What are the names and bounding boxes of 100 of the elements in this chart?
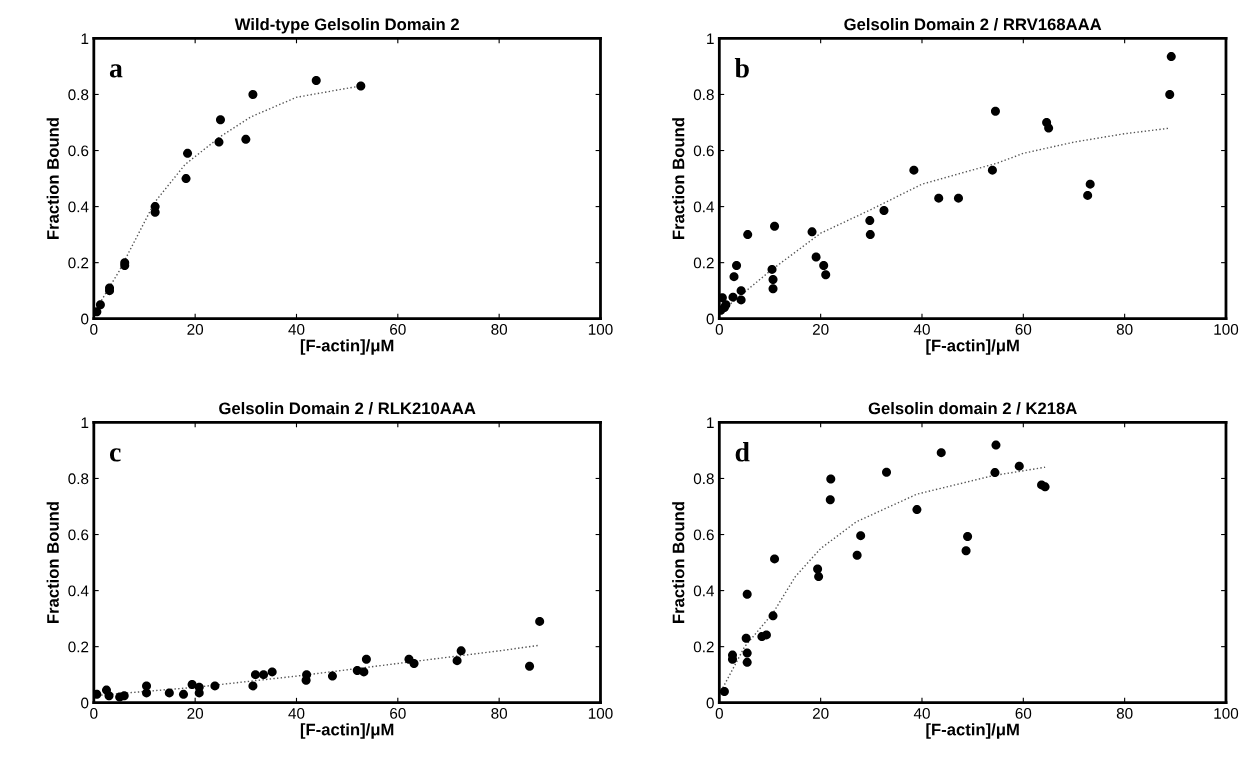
x-tick-label: 100 [1214,323,1239,335]
point [953,193,963,203]
x-tick-label: 100 [1214,707,1239,719]
x-tick-label: 20 [187,323,204,335]
point [210,681,220,691]
y-axis-title: Fraction Bound [46,118,59,240]
point [882,467,892,477]
point [856,531,866,541]
y-tick-label: 0.4 [68,585,89,597]
point [181,174,191,184]
x-tick-label: 40 [288,323,305,335]
y-tick-label: 0 [706,697,714,709]
point [909,165,919,175]
y-tick-label: 0.8 [693,473,714,485]
point [452,656,462,666]
point [259,670,269,680]
x-axis-title: [F-actin]/μM [300,339,394,355]
x-tick-label: 20 [187,707,204,719]
point [535,616,545,626]
point [865,230,875,240]
point [768,284,778,294]
y-tick-label: 1 [707,33,714,44]
point [179,689,188,699]
y-tick-label: 0.8 [693,89,714,101]
point [826,474,836,484]
point [164,688,174,698]
y-axis-title: Fraction Bound [672,502,685,624]
x-tick-label: 40 [288,707,305,719]
point [768,611,778,621]
point [990,468,1000,478]
point [768,274,778,284]
point [356,81,366,91]
point [767,264,777,274]
point [1083,190,1093,200]
y-tick-label: 0.2 [68,641,89,653]
point [934,193,944,203]
point [1044,123,1054,133]
x-tick-label: 100 [588,323,613,335]
chart-title: Gelsolin domain 2 / K218A [868,401,1077,415]
point [1014,461,1024,471]
y-tick-label: 0.4 [693,201,715,213]
point [183,148,193,158]
x-tick-label: 0 [90,707,98,719]
point [736,295,746,305]
point [865,216,875,226]
point [819,260,829,270]
point [736,286,746,296]
point [456,646,466,656]
chart-title: Gelsolin Domain 2 / RLK210AAA [219,401,476,415]
point [250,670,260,680]
point [728,292,738,302]
x-tick-label: 80 [1116,323,1133,335]
x-tick-label: 0 [715,707,723,719]
x-tick-label: 100 [588,707,613,719]
point [187,680,197,689]
point [821,270,831,280]
x-axis-title: [F-actin]/μM [926,723,1019,739]
point [248,681,258,691]
point [215,115,225,125]
point [214,137,224,147]
y-tick-label: 0.2 [68,257,89,269]
point [1085,179,1095,189]
point [936,448,946,458]
point [327,671,337,681]
x-tick-label: 0 [715,323,723,335]
point [248,89,258,99]
point [267,667,277,677]
x-tick-label: 80 [491,323,508,335]
y-tick-label: 0.8 [68,473,89,485]
point [742,657,752,667]
x-tick-label: 0 [90,323,98,335]
y-axis-title: Fraction Bound [46,502,59,624]
point [95,300,105,310]
x-tick-label: 40 [913,707,930,719]
y-tick-label: 0 [706,313,714,325]
point [770,554,780,564]
x-tick-label: 20 [812,707,829,719]
chart-title: Wild-type Gelsolin Domain 2 [234,17,459,34]
x-tick-label: 60 [390,323,406,335]
point [409,658,419,668]
x-tick-label: 40 [913,323,930,335]
point [241,134,251,144]
point [963,531,973,541]
point [729,272,739,282]
point [987,165,997,175]
point [719,687,729,697]
y-axis-title: Fraction Bound [672,118,685,240]
point [719,293,727,303]
y-tick-label: 0.4 [693,585,715,597]
chart-title: Gelsolin Domain 2 / RRV168AAA [844,17,1102,31]
y-tick-label: 0 [81,313,89,325]
y-tick-label: 0.8 [68,89,89,101]
point [142,688,152,698]
x-tick-label: 20 [812,323,829,335]
y-tick-label: 0.2 [693,257,714,269]
point [990,106,1000,116]
point [104,691,114,701]
point [742,589,752,599]
point [825,495,835,505]
y-tick-label: 0.6 [68,529,89,541]
